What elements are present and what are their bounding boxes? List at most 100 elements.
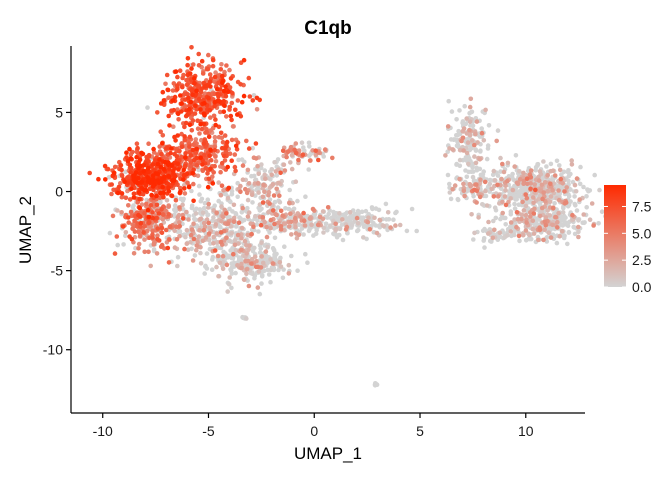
data-point xyxy=(191,62,196,67)
data-point xyxy=(531,200,536,206)
data-point xyxy=(587,217,593,222)
data-point xyxy=(562,189,567,194)
data-point xyxy=(287,187,293,193)
data-point xyxy=(215,86,220,92)
data-point xyxy=(249,192,255,198)
data-point xyxy=(447,181,452,187)
data-point xyxy=(159,151,164,157)
data-point xyxy=(231,219,237,224)
data-point xyxy=(572,201,578,207)
data-point xyxy=(112,251,118,256)
data-point xyxy=(233,168,238,174)
data-point xyxy=(313,148,319,153)
data-point xyxy=(486,123,492,128)
data-point xyxy=(164,145,170,151)
data-point xyxy=(151,150,157,155)
data-point xyxy=(503,187,508,193)
data-point xyxy=(212,99,218,105)
data-point xyxy=(188,99,194,105)
data-point xyxy=(528,174,534,180)
data-point xyxy=(572,182,578,188)
data-point xyxy=(266,193,271,198)
data-point xyxy=(312,212,318,217)
data-point xyxy=(301,218,307,224)
data-point xyxy=(194,162,200,168)
data-point xyxy=(467,147,473,153)
data-point xyxy=(177,190,183,196)
data-point xyxy=(541,159,546,164)
data-point xyxy=(517,169,522,174)
data-point xyxy=(190,92,195,97)
data-point xyxy=(537,201,543,207)
data-point xyxy=(480,228,486,233)
data-point xyxy=(584,205,589,210)
data-point xyxy=(372,215,377,221)
data-point xyxy=(231,251,236,257)
data-point xyxy=(462,193,467,199)
data-point xyxy=(166,95,171,100)
data-point xyxy=(201,141,206,146)
data-point xyxy=(277,199,283,205)
data-point xyxy=(265,260,270,265)
y-tick-label: -5 xyxy=(51,263,64,279)
data-point xyxy=(481,236,487,241)
data-point xyxy=(219,73,225,79)
data-point xyxy=(171,178,177,183)
data-point xyxy=(317,214,323,220)
data-point xyxy=(260,194,266,200)
data-point xyxy=(578,164,583,170)
data-point xyxy=(177,205,182,210)
data-point xyxy=(228,199,233,205)
data-point xyxy=(227,104,233,110)
data-point xyxy=(138,224,143,229)
data-point xyxy=(192,76,197,81)
data-point xyxy=(557,234,562,239)
data-point xyxy=(491,194,497,199)
data-point xyxy=(135,200,140,205)
data-point xyxy=(333,226,338,232)
data-point xyxy=(470,164,475,170)
data-point xyxy=(486,231,491,236)
data-point xyxy=(109,191,114,197)
data-point xyxy=(542,227,547,232)
data-point xyxy=(229,192,235,197)
data-point xyxy=(528,214,533,219)
data-point xyxy=(464,131,470,136)
data-point xyxy=(448,137,454,142)
data-point xyxy=(238,113,244,119)
data-point xyxy=(474,200,479,205)
data-point xyxy=(276,220,281,226)
data-point xyxy=(541,190,546,195)
data-point xyxy=(516,233,522,239)
data-point xyxy=(246,247,251,252)
data-point xyxy=(257,208,263,213)
data-point xyxy=(563,220,568,225)
data-point xyxy=(220,214,226,220)
data-point xyxy=(142,210,147,216)
data-point xyxy=(176,117,181,122)
data-point xyxy=(194,155,199,161)
data-point xyxy=(229,137,235,143)
data-point xyxy=(156,211,162,216)
data-point xyxy=(277,193,282,198)
data-point xyxy=(244,267,250,272)
data-point xyxy=(149,180,154,185)
data-point xyxy=(102,163,108,169)
data-point xyxy=(569,162,575,167)
data-point xyxy=(128,170,133,175)
data-point xyxy=(224,114,229,119)
data-point xyxy=(250,145,255,151)
data-point xyxy=(169,162,175,168)
data-point xyxy=(241,93,247,99)
data-point xyxy=(131,195,137,200)
data-point xyxy=(321,225,327,231)
data-point xyxy=(230,90,235,96)
data-point xyxy=(517,238,522,244)
data-point xyxy=(205,197,211,202)
data-point xyxy=(210,174,215,179)
data-point xyxy=(186,95,191,101)
data-point xyxy=(533,187,538,193)
data-point xyxy=(196,183,202,189)
data-point xyxy=(367,227,373,232)
